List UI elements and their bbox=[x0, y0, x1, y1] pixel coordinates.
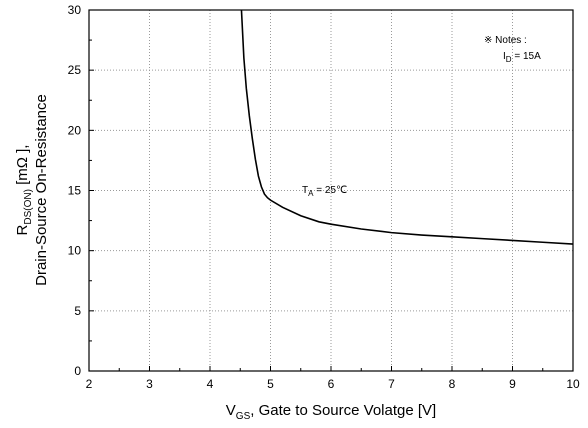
y-axis-title-line2: Drain-Source On-Resistance bbox=[33, 94, 50, 286]
x-tick-label: 9 bbox=[509, 377, 516, 391]
x-tick-label: 4 bbox=[207, 377, 214, 391]
x-tick-label: 8 bbox=[449, 377, 456, 391]
x-tick-labels: 2 3 4 5 6 7 8 9 10 bbox=[86, 377, 580, 391]
y-tick-labels: 0 5 10 15 20 25 30 bbox=[68, 3, 82, 378]
y-tick-label: 15 bbox=[68, 184, 82, 198]
notes-title: ※ Notes : bbox=[484, 35, 527, 46]
curve-label-temperature: TA = 25℃ bbox=[302, 185, 347, 198]
y-tick-label: 0 bbox=[74, 364, 81, 378]
y-tick-label: 5 bbox=[74, 304, 81, 318]
y-tick-label: 25 bbox=[68, 63, 82, 77]
x-axis-title: VGS, Gate to Source Volatge [V] bbox=[226, 402, 436, 422]
x-tick-label: 6 bbox=[328, 377, 335, 391]
y-tick-label: 30 bbox=[68, 3, 82, 17]
plot-frame bbox=[88, 9, 574, 372]
y-tick-label: 20 bbox=[68, 123, 82, 137]
y-tick-label: 10 bbox=[68, 244, 82, 258]
y-axis-title-line1: RDS(ON) [mΩ ], bbox=[14, 145, 34, 236]
x-tick-label: 2 bbox=[86, 377, 93, 391]
x-tick-label: 3 bbox=[146, 377, 153, 391]
grid bbox=[89, 10, 573, 371]
notes-drain-current: ID = 15A bbox=[503, 51, 541, 64]
x-tick-label: 5 bbox=[267, 377, 274, 391]
rdson-curve bbox=[240, 9, 574, 245]
x-tick-label: 7 bbox=[388, 377, 395, 391]
x-tick-label: 10 bbox=[566, 377, 580, 391]
